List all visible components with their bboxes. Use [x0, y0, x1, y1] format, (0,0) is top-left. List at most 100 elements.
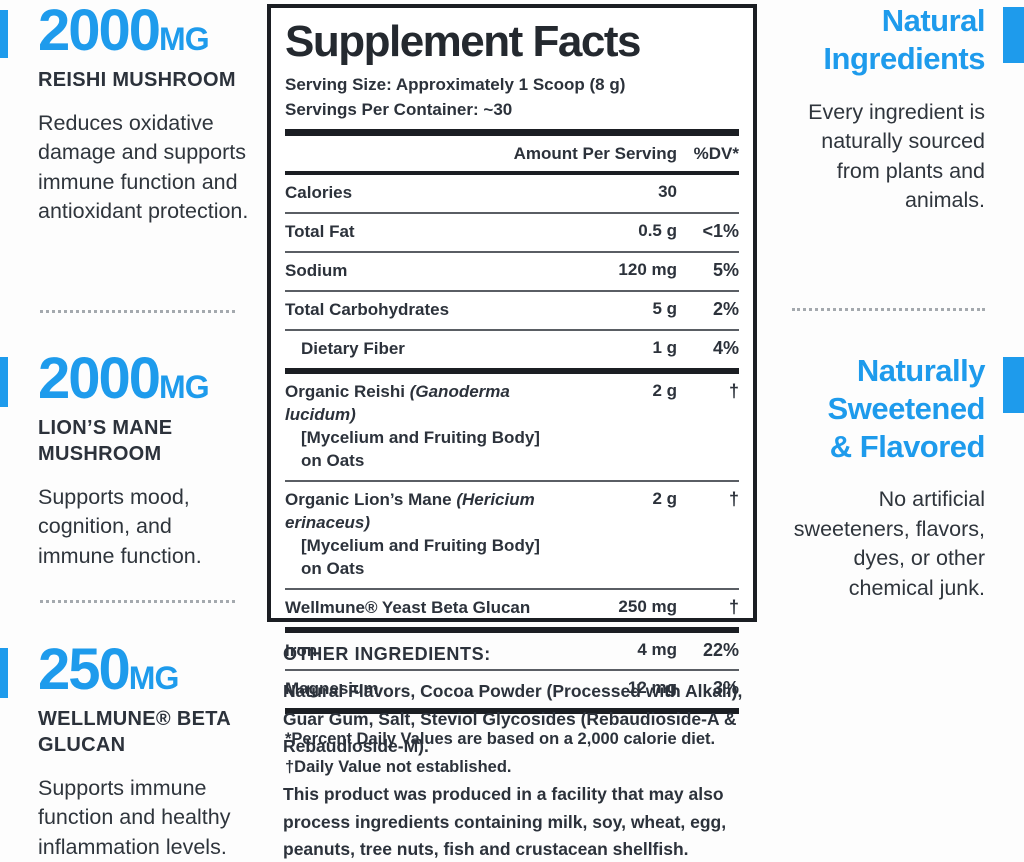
accent-bar	[1003, 7, 1024, 63]
ingredient-description: Reduces oxidative damage and supports im…	[38, 111, 249, 224]
nutrient-dv: 22%	[702, 639, 739, 660]
rule-thin	[285, 290, 739, 293]
rule-thin	[285, 329, 739, 332]
ingredient-name: REISHI MUSHROOM	[38, 69, 236, 91]
table-row: Magnesium 12 mg 3%	[285, 671, 739, 708]
serving-size: Serving Size: Approximately 1 Scoop (8 g…	[285, 75, 626, 95]
dosage-number: 250	[38, 637, 131, 702]
dotted-divider	[40, 310, 235, 313]
column-dv: %DV*	[693, 144, 739, 164]
dosage-number: 2000	[38, 0, 161, 63]
nutrient-dv: 4%	[712, 338, 739, 359]
table-row: Iron 4 mg 22%	[285, 633, 739, 670]
nutrient-name: Total Carbohydrates	[285, 300, 450, 320]
ingredient-highlight-lions-mane: 2000MG LION’S MANE MUSHROOM Supports moo…	[38, 350, 252, 571]
nutrient-amount: 0.5 g	[638, 221, 677, 241]
nutrient-dv: 2%	[712, 299, 739, 320]
ingredient-highlight-wellmune: 250MG WELLMUNE® BETA GLUCAN Supports imm…	[38, 641, 254, 862]
dosage-value: 2000MG	[38, 350, 252, 408]
dosage-number: 2000	[38, 346, 161, 411]
dosage-value: 250MG	[38, 641, 254, 699]
dosage-unit: MG	[159, 369, 210, 405]
other-ingredients-section: OTHER INGREDIENTS: Natural Flavors, Coco…	[283, 644, 759, 862]
dotted-divider	[792, 308, 985, 311]
nutrient-name: Wellmune® Yeast Beta Glucan	[285, 597, 531, 617]
nutrient-amount: 30	[658, 182, 677, 202]
callout-heading: Natural Ingredients	[823, 3, 985, 76]
table-row: Dietary Fiber 1 g 4%	[285, 331, 739, 368]
table-row: Calories 30	[285, 175, 739, 212]
nutrient-subtext: [Mycelium and Fruiting Body] on Oats	[301, 427, 540, 470]
panel-footnotes: *Percent Daily Values are based on a 2,0…	[285, 725, 739, 781]
nutrient-label: Organic Lion’s Mane	[285, 489, 452, 509]
nutrient-amount: 2 g	[652, 488, 677, 508]
table-row: Total Fat 0.5 g <1%	[285, 214, 739, 251]
nutrient-name: Dietary Fiber	[301, 339, 405, 359]
footnote-daily-value: †Daily Value not established.	[285, 758, 512, 777]
table-row: Organic Lion’s Mane (Hericium erinaceus)…	[285, 482, 739, 588]
nutrient-name: Organic Lion’s Mane (Hericium erinaceus)…	[285, 489, 562, 581]
rule-thick	[285, 368, 739, 375]
nutrient-amount: 5 g	[652, 299, 677, 319]
footnote-percent-dv: *Percent Daily Values are based on a 2,0…	[285, 730, 716, 749]
panel-title: Supplement Facts	[285, 17, 641, 66]
other-ingredients-heading: OTHER INGREDIENTS:	[283, 644, 491, 664]
nutrient-amount: 12 mg	[627, 678, 677, 698]
ingredient-description: Supports mood, cognition, and immune fun…	[38, 485, 202, 568]
dotted-divider	[40, 600, 235, 603]
accent-bar	[0, 10, 8, 58]
ingredient-description: Supports immune function and healthy inf…	[38, 776, 231, 859]
rule-thick	[285, 708, 739, 715]
table-header: Amount Per Serving %DV*	[285, 136, 739, 171]
column-amount-per-serving: Amount Per Serving	[513, 144, 677, 164]
ingredient-name: LION’S MANE MUSHROOM	[38, 417, 173, 465]
nutrient-name: Calories	[285, 183, 353, 203]
nutrient-dv: <1%	[702, 221, 739, 242]
rule-thin	[285, 479, 739, 482]
rule-thick	[285, 626, 739, 633]
dosage-unit: MG	[159, 21, 210, 57]
nutrient-latin-name: (Hericium erinaceus)	[285, 489, 535, 532]
rule-medium	[285, 171, 739, 176]
ingredient-highlight-reishi: 2000MG REISHI MUSHROOM Reduces oxidative…	[38, 2, 252, 227]
accent-bar	[1003, 357, 1024, 413]
nutrient-dv: †	[728, 596, 739, 617]
rule-thick	[285, 129, 739, 137]
nutrient-name: Magnesium	[285, 679, 379, 699]
nutrient-amount: 1 g	[652, 338, 677, 358]
rule-thin	[285, 212, 739, 215]
nutrient-dv: †	[728, 488, 739, 509]
nutrient-amount: 2 g	[652, 381, 677, 401]
nutrient-name: Total Fat	[285, 222, 355, 242]
table-row: Total Carbohydrates 5 g 2%	[285, 292, 739, 329]
table-row: Organic Reishi (Ganoderma lucidum) [Myce…	[285, 374, 739, 480]
rule-thin	[285, 251, 739, 254]
ingredient-name: WELLMUNE® BETA GLUCAN	[38, 708, 231, 756]
nutrient-label: Organic Reishi	[285, 382, 405, 402]
rule-thin	[285, 669, 739, 672]
callout-natural-ingredients: Natural Ingredients Every ingredient is …	[780, 2, 985, 215]
other-ingredients-list: Natural Flavors, Cocoa Powder (Processed…	[283, 681, 743, 757]
nutrient-subtext: [Mycelium and Fruiting Body] on Oats	[301, 535, 540, 578]
nutrient-name: Iron	[285, 640, 318, 660]
accent-bar	[0, 357, 8, 407]
nutrient-dv: 3%	[712, 678, 739, 699]
allergen-statement: This product was produced in a facility …	[283, 783, 727, 860]
servings-per-container: Servings Per Container: ~30	[285, 100, 513, 120]
accent-bar	[0, 648, 8, 698]
rule-thin	[285, 587, 739, 590]
dosage-unit: MG	[128, 660, 180, 696]
nutrient-amount: 4 mg	[637, 639, 677, 659]
callout-description: No artificial sweeteners, flavors, dyes,…	[793, 487, 985, 600]
dosage-value: 2000MG	[38, 2, 252, 60]
callout-description: Every ingredient is naturally sourced fr…	[808, 99, 985, 212]
table-row: Wellmune® Yeast Beta Glucan 250 mg †	[285, 590, 739, 627]
nutrient-name: Sodium	[285, 261, 348, 281]
nutrient-name: Organic Reishi (Ganoderma lucidum) [Myce…	[285, 381, 562, 473]
callout-heading: Naturally Sweetened & Flavored	[827, 353, 986, 464]
nutrient-latin-name: (Ganoderma lucidum)	[285, 382, 510, 425]
supplement-facts-panel: Supplement Facts Serving Size: Approxima…	[267, 4, 757, 776]
nutrient-amount: 250 mg	[618, 596, 677, 616]
table-row: Sodium 120 mg 5%	[285, 253, 739, 290]
